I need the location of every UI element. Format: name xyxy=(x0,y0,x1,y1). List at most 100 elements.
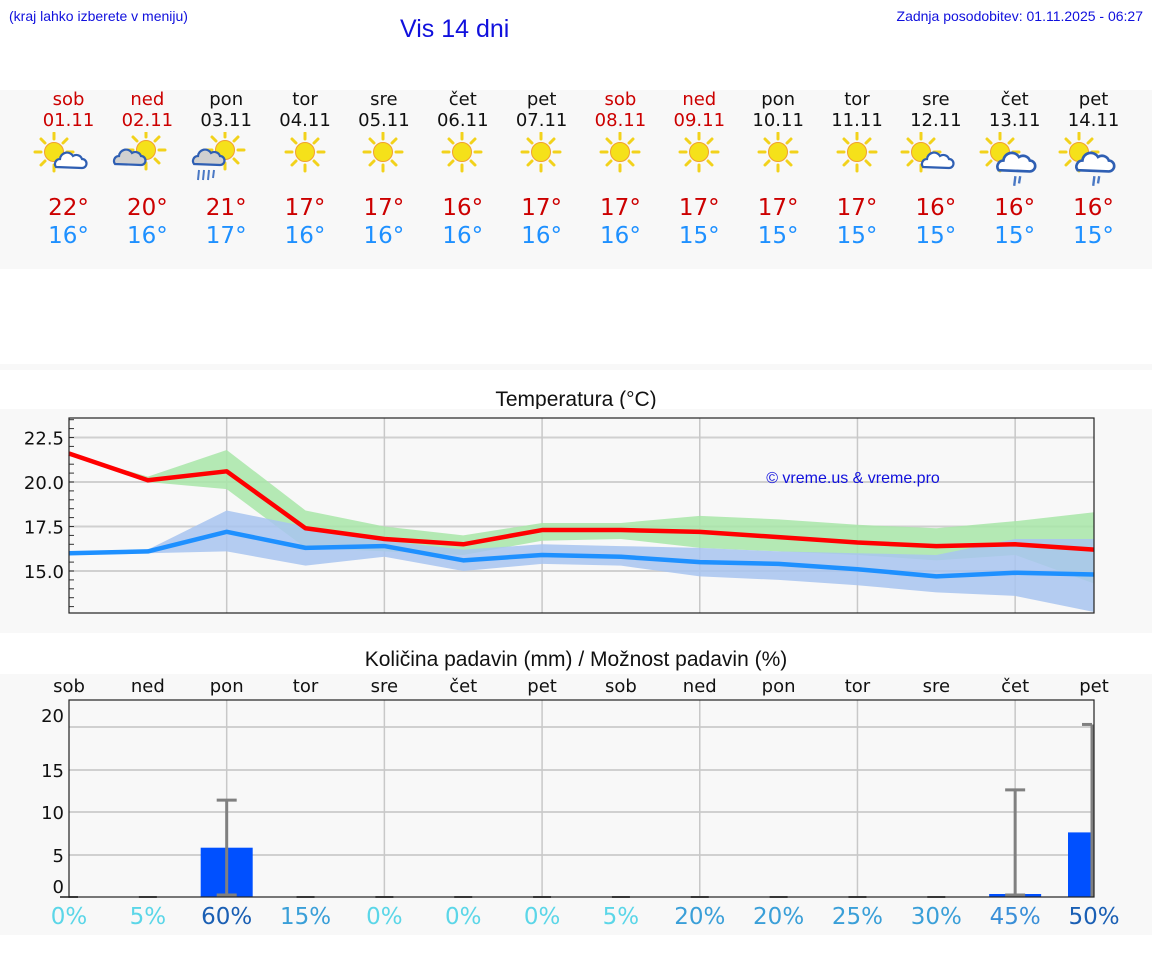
min-temperature: 15° xyxy=(757,223,799,249)
day-column: pon 03.11 21° 17° xyxy=(187,90,266,250)
day-date: 13.11 xyxy=(988,110,1041,131)
min-temperature: 16° xyxy=(600,223,641,249)
svg-text:20: 20 xyxy=(41,706,64,727)
section-divider xyxy=(0,364,1152,370)
day-date: 07.11 xyxy=(515,110,568,131)
min-temperature: 15° xyxy=(678,223,720,249)
day-name: tor xyxy=(844,89,870,110)
min-temperature: 16° xyxy=(126,223,168,249)
day-date: 11.11 xyxy=(831,110,883,131)
svg-text:15: 15 xyxy=(41,761,64,782)
cloud-sun-rain-icon xyxy=(187,132,266,194)
day-date: 09.11 xyxy=(673,110,726,131)
max-temperature: 20° xyxy=(126,195,168,221)
precip-chance-label: 0% xyxy=(366,904,403,930)
max-temperature: 17° xyxy=(284,195,326,221)
sun-icon xyxy=(266,132,345,194)
precip-chance-label: 5% xyxy=(602,904,640,930)
day-name: sre xyxy=(922,89,950,110)
day-column: sob 01.11 22° 16° xyxy=(29,90,108,250)
sun-icon xyxy=(581,132,660,194)
precip-day-label: tor xyxy=(844,676,871,697)
sun-cloud-icon xyxy=(896,132,975,194)
precip-day-label: sob xyxy=(605,676,637,697)
precip-day-label: sob xyxy=(53,676,85,697)
precip-day-label: pon xyxy=(209,676,244,697)
svg-text:0: 0 xyxy=(53,877,64,898)
day-date: 12.11 xyxy=(910,110,962,131)
day-name: čet xyxy=(448,89,477,110)
max-temperature: 16° xyxy=(1073,195,1114,221)
precip-day-label: čet xyxy=(449,676,478,697)
sun-icon xyxy=(344,132,423,194)
temperature-chart-title: Temperatura (°C) xyxy=(495,388,657,411)
min-temperature: 16° xyxy=(363,223,405,249)
day-name: sob xyxy=(52,89,85,110)
min-temperature: 16° xyxy=(48,223,89,249)
temperature-chart: © vreme.us & vreme.pro 22.5 20.0 17.5 15.0 xyxy=(0,409,1152,633)
svg-text:15.0: 15.0 xyxy=(24,562,64,583)
last-update: Zadnja posodobitev: 01.11.2025 - 06:27 xyxy=(896,8,1143,24)
precip-day-label: čet xyxy=(1001,676,1030,697)
day-date: 01.11 xyxy=(42,110,95,131)
day-name: čet xyxy=(1000,89,1029,110)
precip-chance-label: 0% xyxy=(444,904,482,930)
sun-icon xyxy=(739,132,818,194)
region-hint: (kraj lahko izberete v meniju) xyxy=(9,8,188,24)
min-temperature: 15° xyxy=(994,223,1036,249)
precip-chance-label: 45% xyxy=(989,904,1041,930)
precip-chance-label: 30% xyxy=(910,904,962,930)
max-temperature: 16° xyxy=(442,195,484,221)
page-title: Vis 14 dni xyxy=(400,15,510,43)
day-column: čet 13.11 16° 15° xyxy=(975,90,1054,250)
max-temperature: 16° xyxy=(994,195,1036,221)
svg-text:20.0: 20.0 xyxy=(24,473,64,494)
precip-chance-label: 50% xyxy=(1068,904,1120,930)
day-column: sob 08.11 17° 16° xyxy=(581,90,660,250)
precip-chance-label: 15% xyxy=(279,904,332,930)
day-column: tor 11.11 17° 15° xyxy=(818,90,897,250)
min-temperature: 15° xyxy=(915,223,957,249)
sun-icon xyxy=(660,132,739,194)
precip-chance-label: 60% xyxy=(201,904,253,930)
svg-text:5: 5 xyxy=(53,846,64,867)
precip-day-label: tor xyxy=(292,676,319,697)
max-temperature: 17° xyxy=(600,195,641,221)
cloud-sun-icon xyxy=(108,132,187,194)
day-date: 10.11 xyxy=(752,110,804,131)
day-name: sre xyxy=(370,89,398,110)
day-name: sob xyxy=(604,89,637,110)
max-temperature: 17° xyxy=(757,195,799,221)
svg-text:10: 10 xyxy=(41,803,64,824)
precip-chance-label: 20% xyxy=(753,904,805,930)
sun-icon xyxy=(502,132,581,194)
precip-chance-label: 25% xyxy=(831,904,884,930)
precip-day-label: sre xyxy=(370,676,399,697)
day-name: ned xyxy=(130,89,165,110)
day-date: 05.11 xyxy=(358,110,410,131)
min-temperature: 16° xyxy=(442,223,484,249)
max-temperature: 17° xyxy=(363,195,405,221)
day-date: 03.11 xyxy=(200,110,252,131)
svg-text:17.5: 17.5 xyxy=(24,518,64,539)
day-name: pon xyxy=(761,89,796,110)
temperature-plot: © vreme.us & vreme.pro 22.5 20.0 17.5 15.0 xyxy=(24,417,1095,614)
day-column: pet 14.11 16° 15° xyxy=(1054,90,1133,250)
day-date: 06.11 xyxy=(436,110,489,131)
day-column: ned 09.11 17° 15° xyxy=(660,90,739,250)
precip-day-label: pet xyxy=(527,676,557,697)
max-temperature: 17° xyxy=(521,195,562,221)
sun-cloud-icon xyxy=(29,132,108,194)
day-column: čet 06.11 16° 16° xyxy=(423,90,502,250)
min-temperature: 17° xyxy=(205,223,247,249)
min-temperature: 16° xyxy=(284,223,326,249)
sun-icon xyxy=(423,132,502,194)
day-date: 02.11 xyxy=(121,110,174,131)
day-column: tor 04.11 17° 16° xyxy=(266,90,345,250)
precipitation-plot: 20 15 10 5 0 xyxy=(41,699,1095,898)
min-temperature: 15° xyxy=(1073,223,1114,249)
precip-chance-label: 0% xyxy=(523,904,561,930)
day-date: 08.11 xyxy=(594,110,647,131)
day-name: tor xyxy=(292,89,318,110)
day-column: sre 12.11 16° 15° xyxy=(896,90,975,250)
